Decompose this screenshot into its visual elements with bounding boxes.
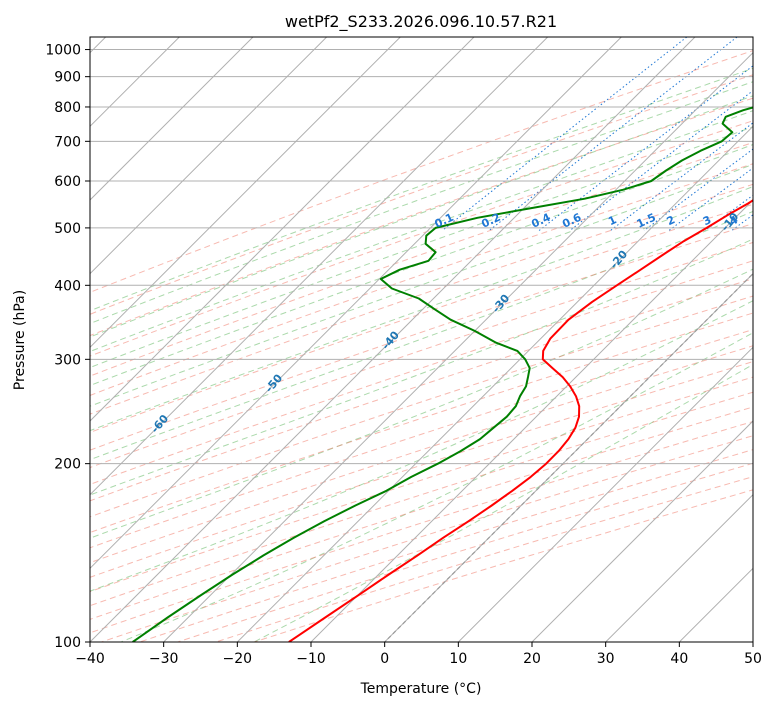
moist-adiabat bbox=[90, 95, 753, 338]
dry-adiabat bbox=[90, 142, 753, 377]
x-tick-label: 20 bbox=[523, 651, 541, 667]
y-tick-label: 300 bbox=[54, 352, 81, 368]
profile-lines bbox=[132, 106, 753, 642]
isotherm-line bbox=[163, 51, 753, 642]
x-axis-label: Temperature (°C) bbox=[360, 681, 482, 697]
x-tick-label: 0 bbox=[380, 651, 389, 667]
moist-adiabat bbox=[90, 300, 753, 592]
plot-frame bbox=[89, 36, 754, 643]
isotherm-line bbox=[531, 420, 753, 642]
pressure-gridlines bbox=[90, 49, 753, 642]
isotherm-line bbox=[310, 199, 753, 642]
mixing-ratio-line bbox=[442, 37, 688, 231]
moist-adiabat bbox=[90, 144, 753, 387]
dry-adiabat bbox=[90, 312, 753, 534]
dry-adiabat bbox=[90, 97, 753, 337]
dewpoint-line bbox=[132, 106, 753, 642]
dry-adiabat bbox=[90, 74, 753, 315]
moist-adiabat bbox=[90, 238, 753, 496]
isotherm-line bbox=[90, 37, 622, 570]
isotherm-line bbox=[90, 37, 696, 642]
isotherm-line bbox=[236, 125, 753, 642]
dry-adiabat bbox=[90, 329, 753, 549]
moist-adiabat bbox=[90, 210, 753, 461]
zero-isotherm bbox=[384, 272, 753, 642]
dry-adiabat bbox=[90, 278, 753, 502]
chart-title: wetPf2_S233.2026.096.10.57.R21 bbox=[285, 12, 557, 32]
moist-adiabat bbox=[90, 163, 753, 407]
dry-adiabat bbox=[90, 163, 753, 396]
y-tick-label: 500 bbox=[54, 221, 81, 237]
mixing-ratio-line bbox=[488, 37, 738, 231]
moist-adiabat bbox=[253, 363, 753, 642]
isotherm-line bbox=[90, 37, 254, 201]
x-tick-label: −30 bbox=[149, 651, 179, 667]
moist-adiabat bbox=[90, 81, 753, 325]
y-tick-label: 700 bbox=[54, 134, 81, 150]
moist-adiabat bbox=[90, 186, 753, 432]
x-tick-label: 10 bbox=[449, 651, 467, 667]
isotherm-line bbox=[90, 37, 328, 275]
dry-adiabat bbox=[90, 50, 753, 293]
x-tick-label: 50 bbox=[744, 651, 762, 667]
y-tick-label: 400 bbox=[54, 278, 81, 294]
moist-adiabat bbox=[90, 268, 753, 539]
isotherm-line bbox=[457, 346, 753, 642]
y-tick-label: 1000 bbox=[45, 43, 81, 59]
x-tick-label: −40 bbox=[75, 651, 105, 667]
isotherm-line bbox=[605, 493, 753, 642]
temperature-line bbox=[288, 199, 753, 642]
isotherm-line bbox=[90, 37, 549, 496]
plot-area: -100-90-80-70-60-50-40-30-20-10010203040… bbox=[90, 37, 753, 642]
y-tick-label: 800 bbox=[54, 100, 81, 116]
dry-adiabat bbox=[90, 223, 753, 451]
y-axis-label: Pressure (hPa) bbox=[12, 290, 28, 390]
x-axis-ticks: −40 −30 −20 −10 0 10 20 30 40 50 bbox=[75, 642, 762, 667]
x-tick-label: −20 bbox=[223, 651, 253, 667]
x-tick-label: 40 bbox=[670, 651, 688, 667]
mixing-ratio-lines bbox=[442, 37, 753, 231]
y-axis-ticks: 100 200 300 400 500 600 700 800 900 1000 bbox=[45, 43, 90, 651]
skewed-isotherms bbox=[90, 37, 753, 642]
y-tick-label: 200 bbox=[54, 457, 81, 473]
dry-adiabat bbox=[90, 183, 753, 415]
moist-adiabat bbox=[90, 67, 753, 312]
mixing-ratio-line bbox=[668, 167, 753, 231]
y-tick-label: 600 bbox=[54, 174, 81, 190]
mixing-ratio-line bbox=[610, 122, 753, 231]
mixing-ratio-line bbox=[538, 65, 753, 231]
dry-adiabat bbox=[90, 391, 753, 607]
isotherm-line bbox=[90, 37, 475, 422]
x-tick-label: −10 bbox=[296, 651, 326, 667]
y-tick-label: 100 bbox=[54, 635, 81, 651]
y-tick-label: 900 bbox=[54, 70, 81, 86]
isotherm-line bbox=[90, 37, 401, 349]
x-tick-label: 30 bbox=[597, 651, 615, 667]
dry-adiabat bbox=[90, 361, 753, 578]
